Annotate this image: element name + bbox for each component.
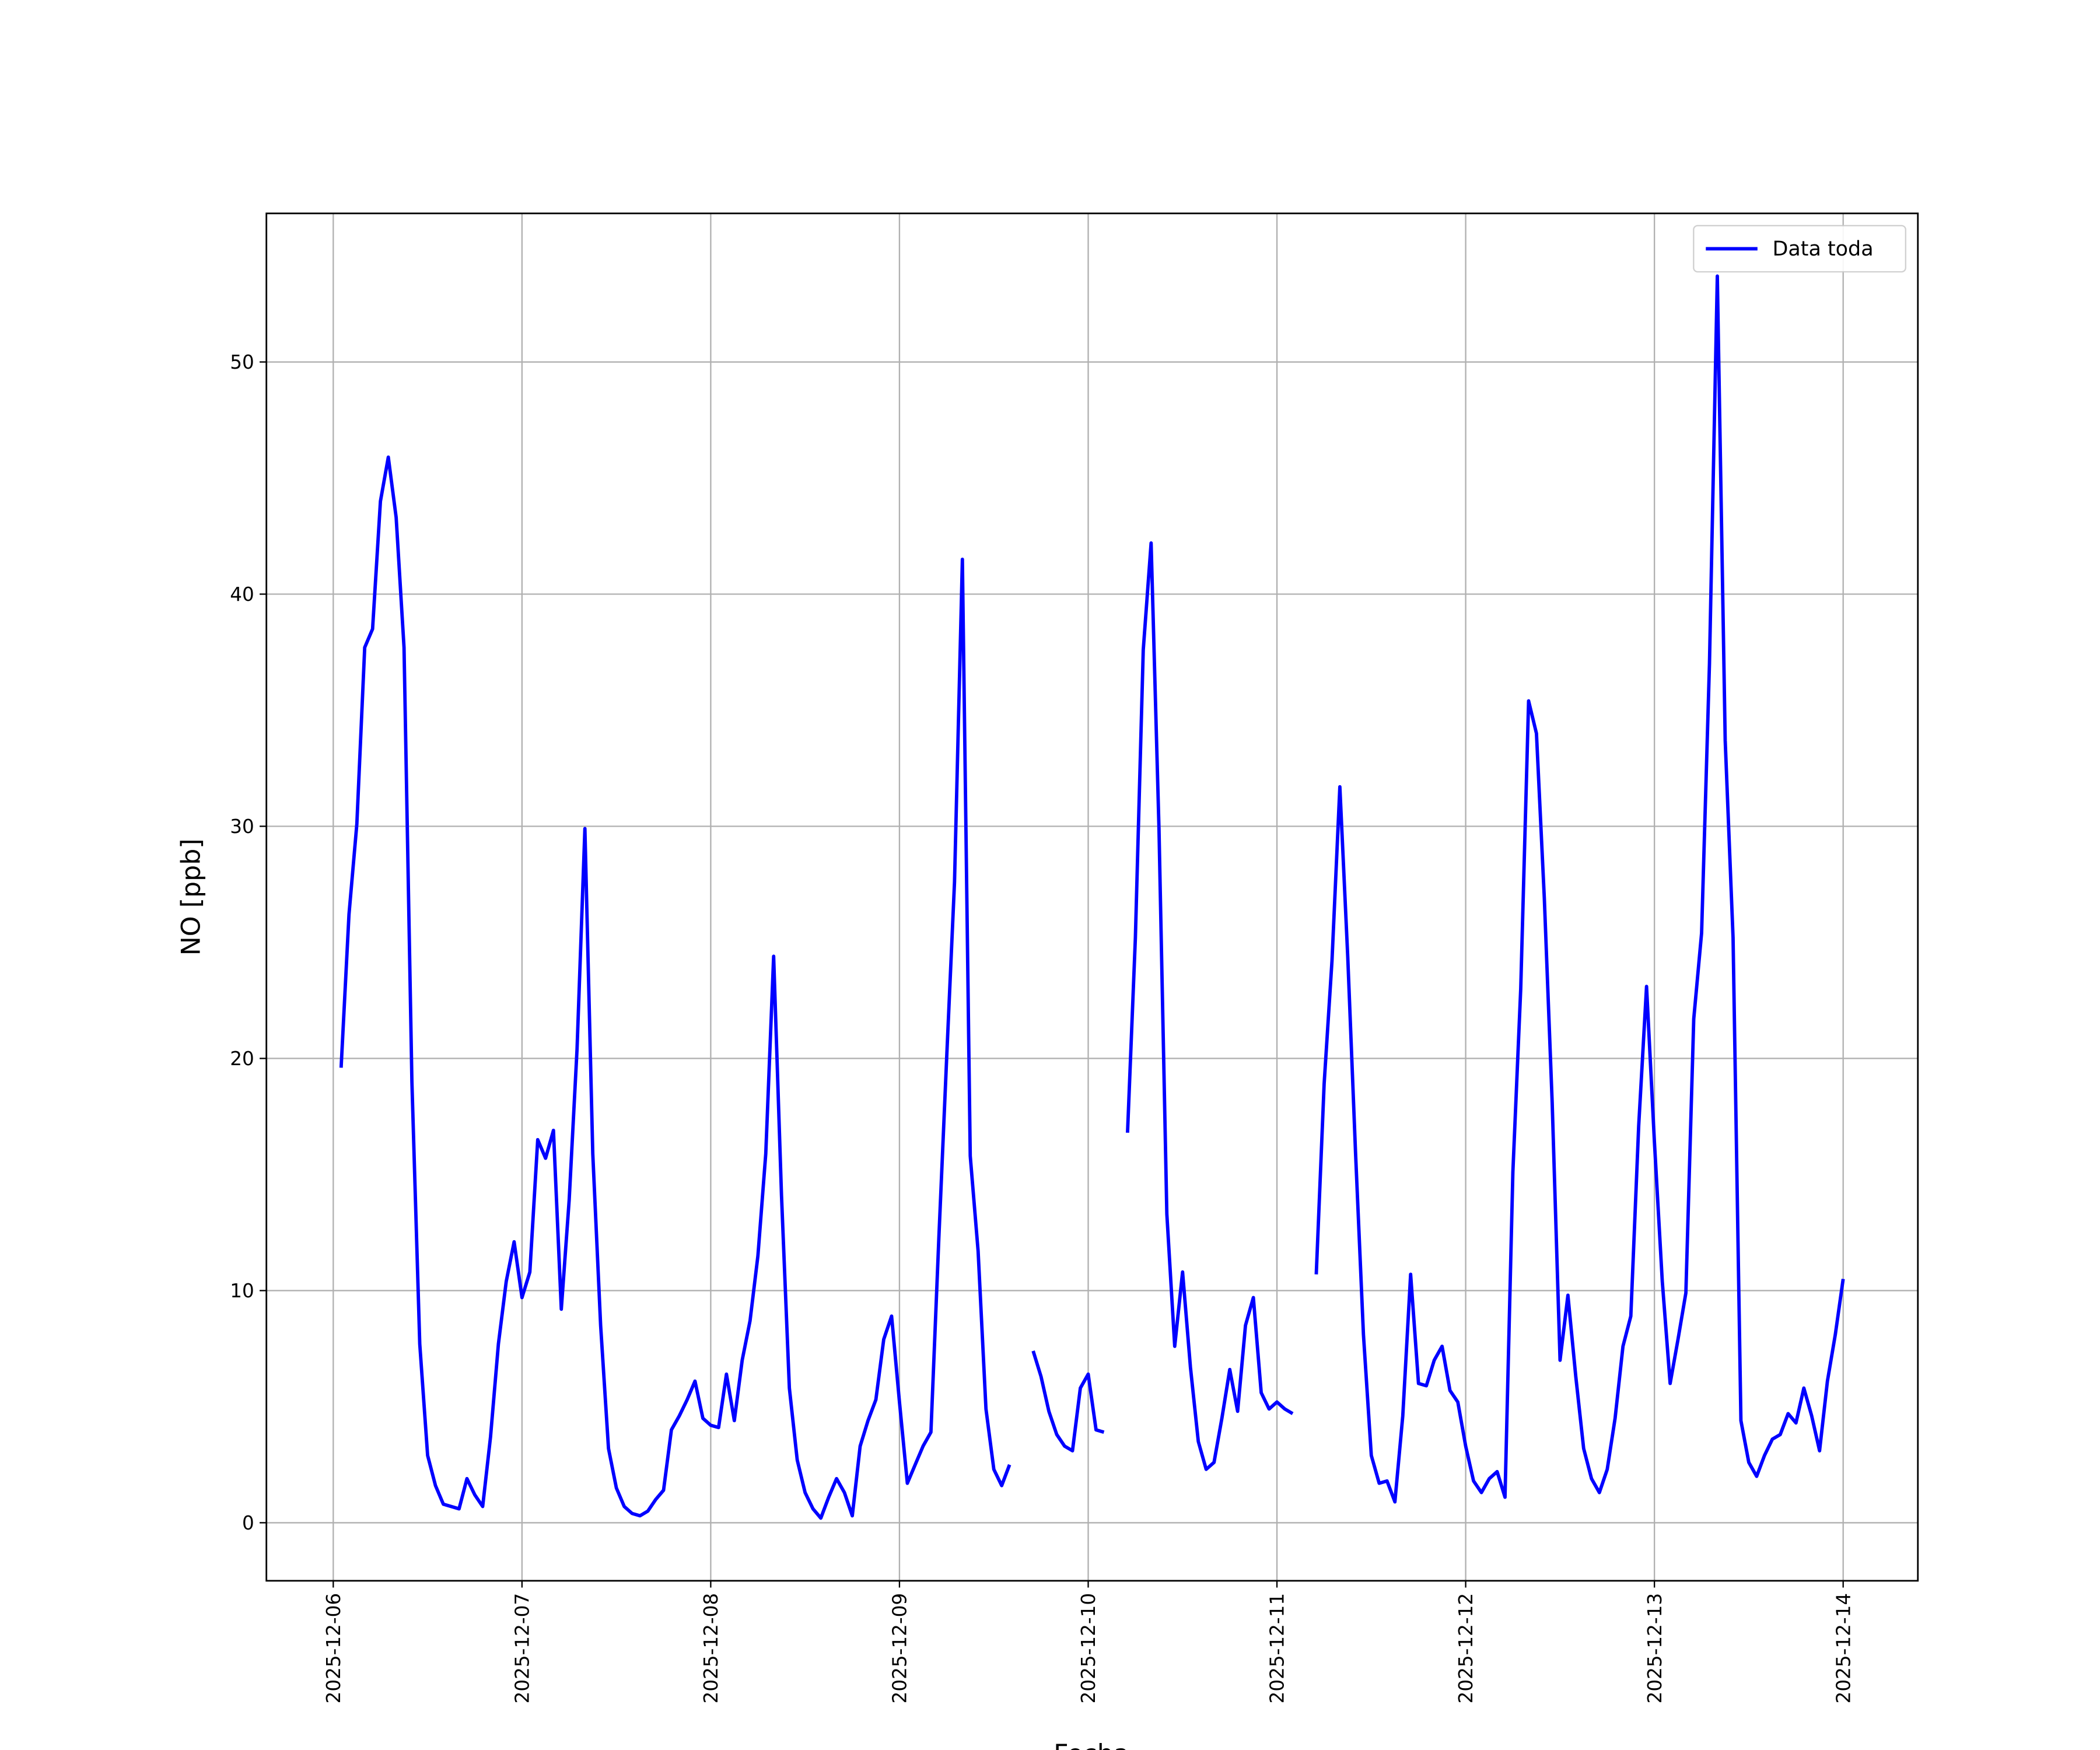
y-tick-label: 30 (230, 816, 254, 838)
legend-label: Data toda (1772, 237, 1873, 261)
x-tick-label: 2025-12-10 (1077, 1593, 1100, 1704)
x-tick-label: 2025-12-09 (889, 1593, 911, 1704)
y-axis-label: NO [ppb] (177, 838, 206, 956)
legend: Data toda (1693, 225, 1906, 273)
plot-frame (265, 212, 1919, 1582)
y-tick-label: 10 (230, 1280, 254, 1302)
x-tick-label: 2025-12-11 (1266, 1593, 1289, 1704)
x-tick-label: 2025-12-14 (1832, 1593, 1854, 1704)
x-tick-label: 2025-12-12 (1455, 1593, 1477, 1704)
y-tick-label: 20 (230, 1048, 254, 1070)
legend-box (1693, 225, 1906, 273)
data-line (339, 274, 1845, 1520)
y-tick-label: 40 (230, 583, 254, 606)
y-tick-label: 50 (230, 351, 254, 373)
x-tick-label: 2025-12-06 (323, 1593, 345, 1704)
x-tick-label: 2025-12-13 (1644, 1593, 1666, 1704)
x-tick-label: 2025-12-07 (511, 1593, 533, 1704)
x-tick-label: 2025-12-08 (700, 1593, 722, 1704)
y-tick-label: 0 (242, 1512, 254, 1534)
x-axis-label: Fecha (1054, 1740, 1129, 1750)
